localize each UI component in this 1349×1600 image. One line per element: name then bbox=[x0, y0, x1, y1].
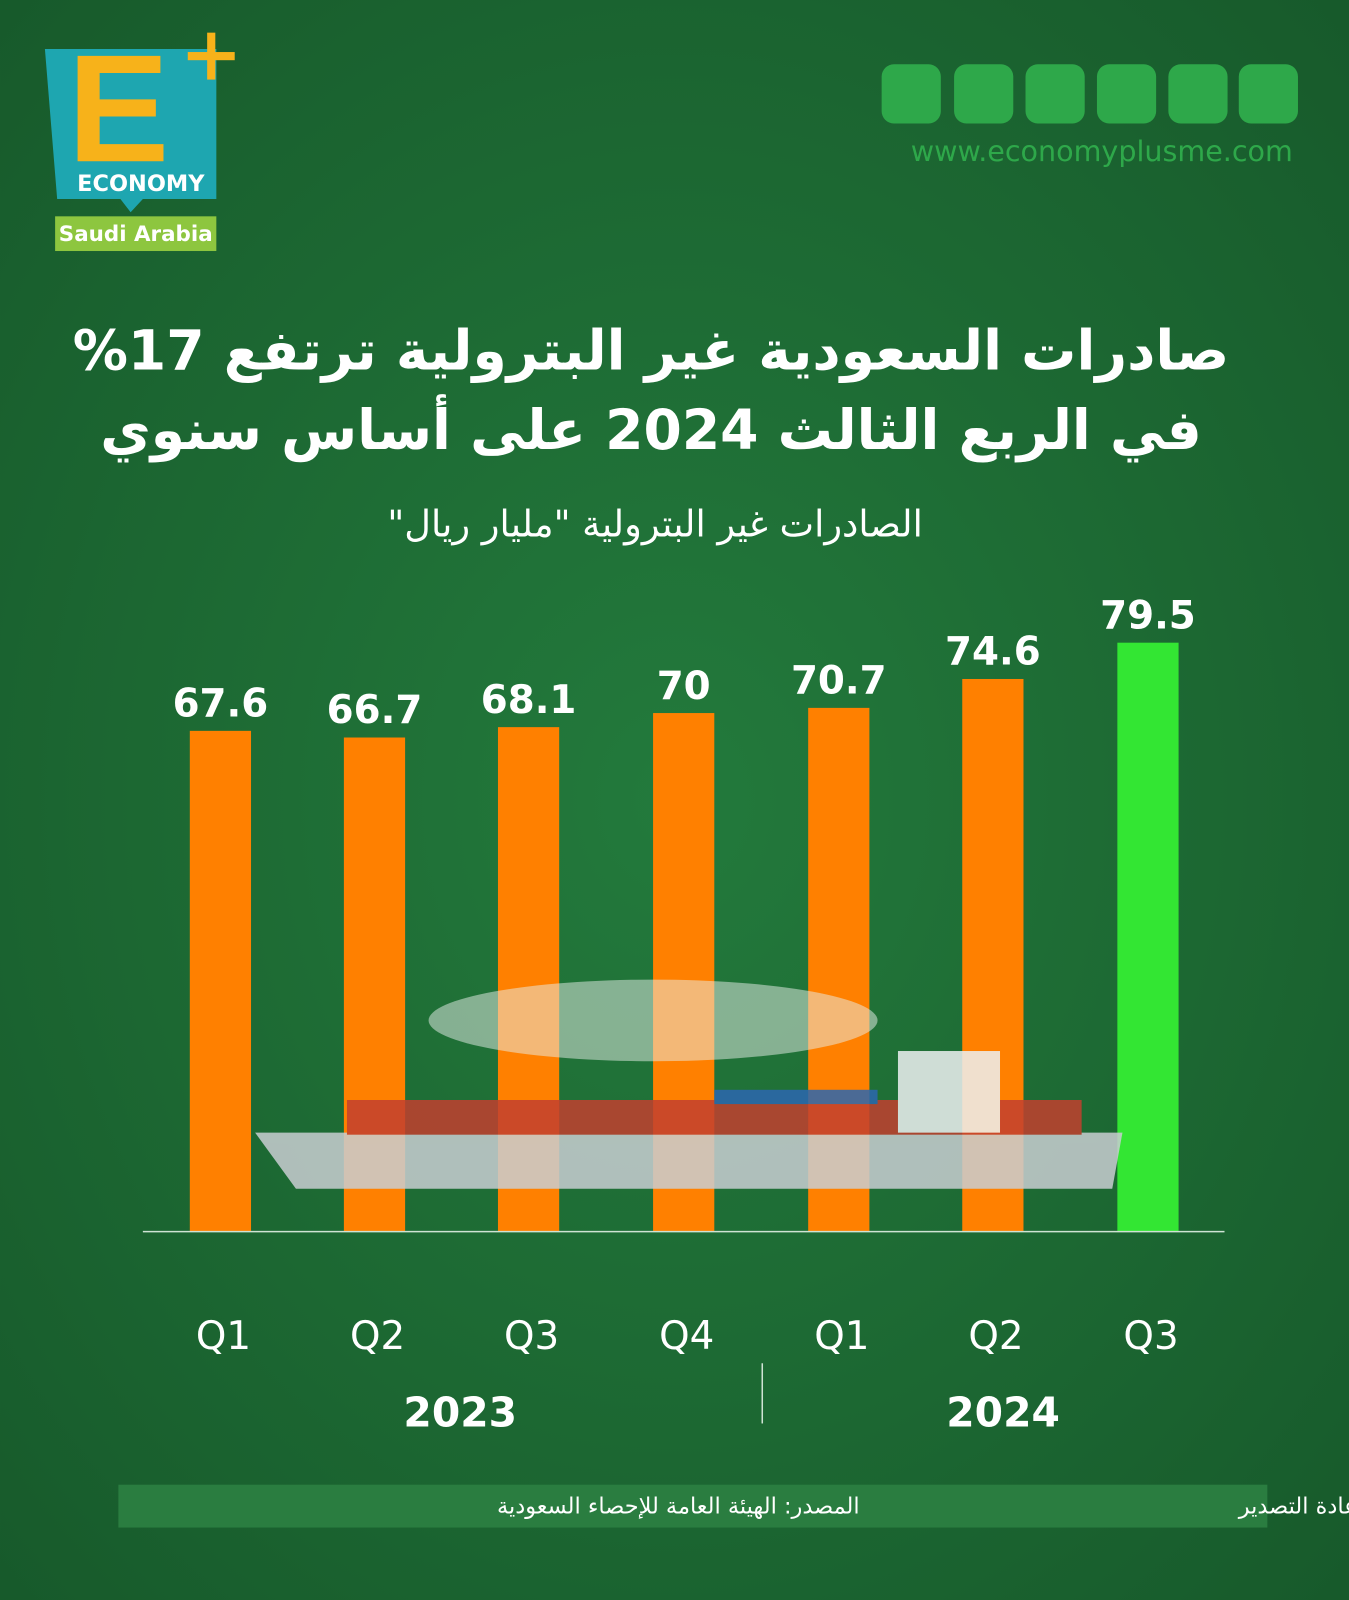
value-label: 79.5 bbox=[1100, 593, 1196, 638]
value-label: 70.7 bbox=[791, 659, 887, 704]
website: www.economyplusme.com bbox=[911, 134, 1293, 168]
brand-region: Saudi Arabia bbox=[59, 222, 213, 247]
ship bbox=[255, 979, 1123, 1189]
bar bbox=[189, 730, 252, 1232]
x-tick-label: Q2 bbox=[350, 1314, 405, 1359]
subtitle: الصادرات غير البترولية "مليار ريال" bbox=[387, 503, 922, 546]
source: المصدر: الهيئة العامة للإحصاء السعودية bbox=[497, 1493, 860, 1519]
x-tick-label: Q1 bbox=[814, 1314, 869, 1359]
value-label: 70 bbox=[657, 664, 711, 709]
title-line: في الربع الثالث 2024 على أساس سنوي bbox=[100, 394, 1202, 463]
svg-text:E: E bbox=[67, 23, 169, 194]
note: ملاحظة: بيانات الصادرات تشمل إعادة التصد… bbox=[1238, 1493, 1349, 1519]
year-label: 2023 bbox=[403, 1389, 517, 1437]
social-icons bbox=[881, 64, 1298, 124]
value-label: 68.1 bbox=[481, 678, 577, 723]
x-tick-label: Q3 bbox=[504, 1314, 559, 1359]
x-tick-label: Q1 bbox=[196, 1314, 251, 1359]
title-line: صادرات السعودية غير البترولية ترتفع 17% bbox=[73, 318, 1230, 383]
year-label: 2024 bbox=[946, 1389, 1060, 1437]
logo: Saudi Arabia E ECONOMY bbox=[44, 23, 235, 252]
value-label: 74.6 bbox=[945, 630, 1041, 675]
value-label: 66.7 bbox=[327, 688, 423, 733]
x-tick-label: Q3 bbox=[1123, 1314, 1178, 1359]
x-tick-label: Q2 bbox=[968, 1314, 1023, 1359]
bar bbox=[1117, 642, 1179, 1232]
footer-band bbox=[118, 1484, 1268, 1528]
x-tick-label: Q4 bbox=[659, 1314, 714, 1359]
value-label: 67.6 bbox=[173, 682, 269, 727]
brand-name: ECONOMY bbox=[77, 171, 205, 197]
